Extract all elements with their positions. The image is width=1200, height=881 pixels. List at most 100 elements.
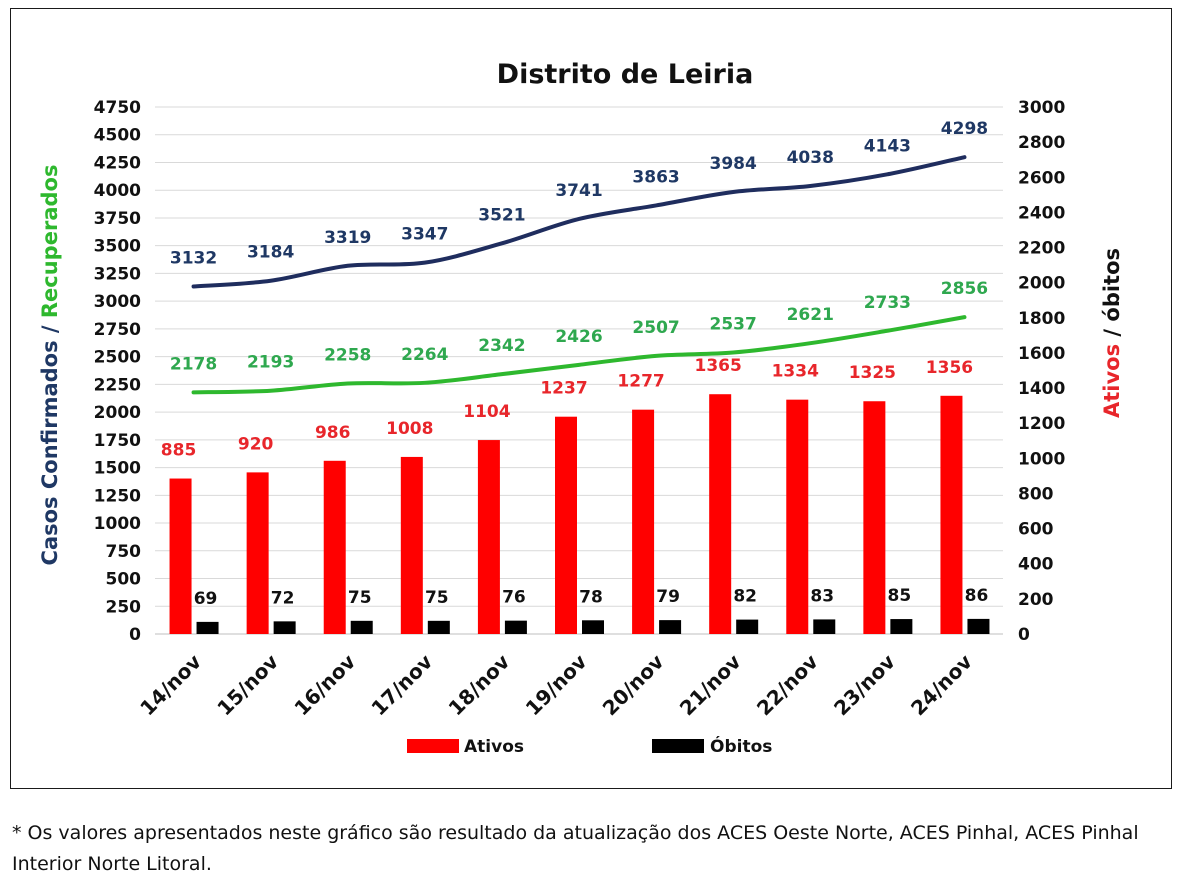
bar-ativos	[709, 394, 732, 634]
bar-ativos	[632, 409, 655, 634]
data-label-obitos: 85	[888, 586, 912, 606]
left-tick-label: 0	[129, 625, 141, 645]
chart-frame	[10, 8, 1172, 789]
data-label-recuperados: 2856	[941, 279, 988, 299]
bar-ativos	[169, 478, 192, 634]
data-label-obitos: 82	[733, 587, 757, 607]
category-label: 21/nov	[675, 650, 746, 721]
right-tick-label: 0	[1018, 625, 1030, 645]
data-labels: 885 920 986 1008 1104 1237 1277 1365 1334 1325 135…	[161, 119, 988, 609]
data-label-confirmados: 3319	[324, 228, 371, 248]
right-tick-label: 3000	[1018, 98, 1065, 118]
data-label-recuperados: 2264	[401, 345, 448, 365]
right-axis-label: Ativos / óbitos	[1100, 248, 1124, 418]
category-label: 22/nov	[752, 650, 823, 721]
bar-ativos	[940, 395, 963, 634]
data-label-confirmados: 3132	[170, 249, 217, 269]
right-tick-label: 1000	[1018, 449, 1065, 469]
line-recuperados	[191, 315, 967, 395]
data-label-obitos: 75	[348, 588, 372, 608]
data-label-recuperados: 2178	[170, 354, 217, 374]
footnote: * Os valores apresentados neste gráfico …	[12, 822, 1139, 875]
data-label-ativos: 1356	[926, 358, 973, 378]
left-tick-label: 4000	[94, 181, 141, 201]
right-tick-label: 1600	[1018, 344, 1065, 364]
bar-obitos	[582, 620, 604, 634]
data-label-ativos: 1365	[695, 356, 742, 376]
data-label-confirmados: 3521	[478, 205, 525, 225]
bar-obitos	[736, 619, 759, 634]
bar-ativos	[786, 399, 809, 634]
gridlines	[155, 106, 1003, 635]
right-tick-label: 200	[1018, 590, 1054, 610]
legend-label-ativos: Ativos	[464, 737, 524, 757]
data-label-recuperados: 2733	[864, 293, 911, 313]
left-axis-label-recuperados: Recuperados	[38, 165, 62, 319]
category-label: 16/nov	[289, 650, 360, 721]
data-label-obitos: 78	[579, 587, 603, 607]
left-tick-label: 2750	[94, 320, 141, 340]
left-tick-label: 4750	[94, 98, 141, 118]
data-label-confirmados: 3741	[555, 181, 602, 201]
data-label-confirmados: 4298	[941, 119, 988, 139]
data-label-obitos: 83	[810, 586, 834, 606]
category-label: 23/nov	[829, 650, 900, 721]
bar-obitos	[659, 620, 682, 634]
data-label-obitos: 69	[194, 589, 218, 609]
legend: Ativos Óbitos	[407, 735, 772, 757]
data-label-recuperados: 2621	[787, 305, 834, 325]
left-tick-label: 3250	[94, 264, 141, 284]
data-label-recuperados: 2258	[324, 345, 371, 365]
bar-obitos	[890, 619, 913, 634]
right-tick-label: 1800	[1018, 309, 1065, 329]
category-label: 20/nov	[598, 650, 669, 721]
right-tick-label: 400	[1018, 555, 1054, 575]
data-label-ativos: 1325	[849, 363, 896, 383]
bar-ativos	[323, 460, 346, 634]
left-tick-label: 2250	[94, 375, 141, 395]
data-label-obitos: 72	[271, 588, 295, 608]
data-label-ativos: 1008	[386, 419, 433, 439]
category-label: 17/nov	[366, 650, 437, 721]
bar-obitos	[273, 621, 296, 634]
lines	[191, 155, 967, 395]
data-label-ativos: 1104	[463, 402, 510, 422]
bar-ativos	[863, 401, 886, 634]
left-tick-label: 250	[106, 597, 142, 617]
category-label: 15/nov	[212, 650, 283, 721]
legend-swatch-ativos	[407, 739, 459, 753]
line-casos-confirmados	[191, 155, 967, 289]
data-label-confirmados: 3184	[247, 243, 294, 263]
data-label-ativos: 1237	[540, 379, 587, 399]
data-label-recuperados: 2342	[478, 336, 525, 356]
chart-title: Distrito de Leiria	[497, 59, 754, 90]
data-label-confirmados: 4038	[787, 148, 834, 168]
right-tick-label: 2000	[1018, 274, 1065, 294]
category-label: 18/nov	[444, 650, 515, 721]
data-label-ativos: 885	[161, 441, 197, 461]
bar-obitos	[504, 620, 527, 634]
bar-ativos	[555, 416, 577, 634]
left-tick-label: 2500	[94, 348, 141, 368]
left-tick-label: 1000	[94, 514, 141, 534]
left-axis-label-confirmados: Casos Confirmados /	[38, 318, 62, 565]
bar-obitos	[813, 619, 836, 634]
right-tick-label: 2600	[1018, 168, 1065, 188]
chart: Distrito de Leiria 025050075010001250150…	[38, 59, 1124, 757]
left-tick-label: 3500	[94, 237, 141, 257]
right-tick-label: 2200	[1018, 239, 1065, 259]
data-label-ativos: 920	[238, 434, 274, 454]
bar-obitos	[350, 620, 373, 634]
bar-ativos	[400, 456, 423, 634]
bars	[169, 394, 990, 634]
left-tick-label: 750	[106, 542, 142, 562]
category-label: 24/nov	[906, 650, 977, 721]
bar-ativos	[477, 440, 500, 634]
right-tick-label: 600	[1018, 520, 1054, 540]
data-label-recuperados: 2537	[710, 315, 757, 335]
legend-swatch-obitos	[652, 739, 704, 753]
data-label-ativos: 1334	[772, 362, 819, 382]
data-label-confirmados: 3863	[632, 167, 679, 187]
data-label-obitos: 76	[502, 588, 526, 608]
right-tick-label: 800	[1018, 484, 1054, 504]
